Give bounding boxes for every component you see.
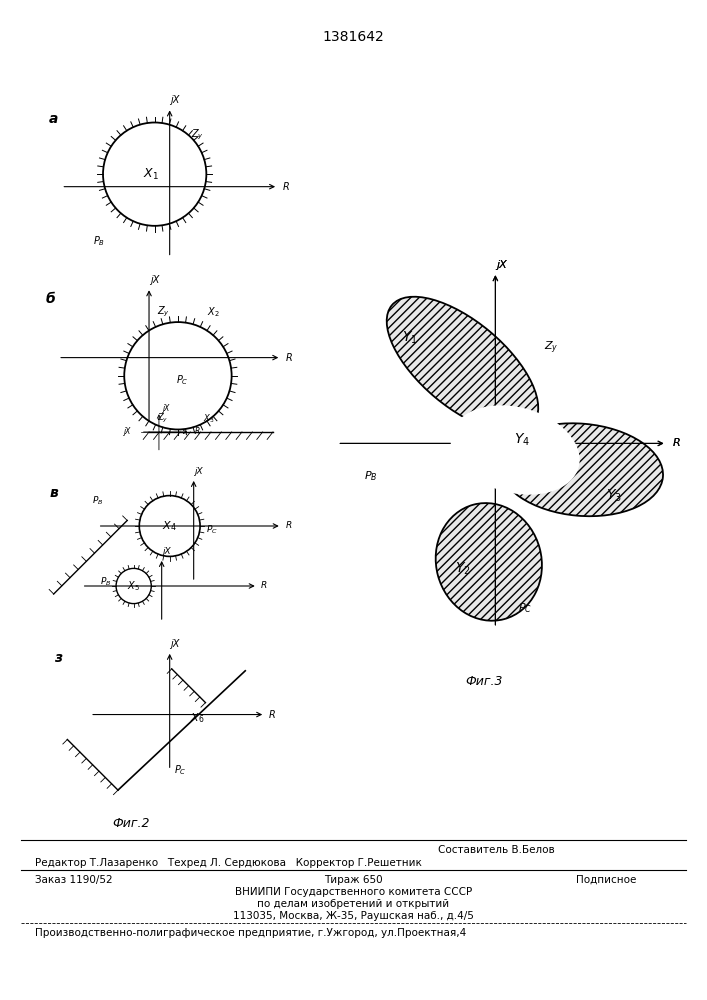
Text: б: б <box>46 292 56 306</box>
Text: $P_C$: $P_C$ <box>174 763 186 777</box>
Text: $P_B$: $P_B$ <box>363 469 377 483</box>
Text: з: з <box>54 651 62 665</box>
Text: jX: jX <box>170 639 180 649</box>
Text: jX: jX <box>496 260 507 270</box>
Text: ВНИИПИ Государственного комитета СССР: ВНИИПИ Государственного комитета СССР <box>235 887 472 897</box>
Text: Заказ 1190/52: Заказ 1190/52 <box>35 875 113 885</box>
Text: 113035, Москва, Ж-35, Раушская наб., д.4/5: 113035, Москва, Ж-35, Раушская наб., д.4… <box>233 911 474 921</box>
Text: jX: jX <box>163 404 170 413</box>
Text: jX: jX <box>150 275 159 285</box>
Text: $X_3$: $X_3$ <box>203 413 214 425</box>
Text: R: R <box>269 710 276 720</box>
Text: $P_C$: $P_C$ <box>518 601 532 615</box>
Text: Подписное: Подписное <box>576 875 636 885</box>
Ellipse shape <box>450 405 580 495</box>
Text: jX: jX <box>194 467 203 476</box>
Text: R: R <box>286 353 293 363</box>
Text: $Z_y$: $Z_y$ <box>157 305 170 319</box>
Text: $P_B$: $P_B$ <box>92 494 103 507</box>
Text: $P_B$: $P_B$ <box>100 576 112 588</box>
Text: R: R <box>194 427 199 436</box>
Text: $Z_y$: $Z_y$ <box>544 340 559 356</box>
Text: R: R <box>286 522 291 530</box>
Text: $Z_y$: $Z_y$ <box>156 412 168 425</box>
Text: jX: jX <box>496 260 507 270</box>
Text: а: а <box>49 112 58 126</box>
Text: $P_C$: $P_C$ <box>176 373 188 387</box>
Text: $X_4$: $X_4$ <box>163 519 177 533</box>
Ellipse shape <box>499 423 663 516</box>
Text: $X_2$: $X_2$ <box>207 305 219 319</box>
Text: $X_6$: $X_6$ <box>190 712 205 725</box>
Text: Производственно-полиграфическое предприятие, г.Ужгород, ул.Проектная,4: Производственно-полиграфическое предприя… <box>35 928 467 938</box>
Text: $Y_2$: $Y_2$ <box>455 560 470 577</box>
Text: $Y_1$: $Y_1$ <box>402 330 418 346</box>
Text: по делам изобретений и открытий: по делам изобретений и открытий <box>257 899 450 909</box>
Text: Составитель В.Белов: Составитель В.Белов <box>438 845 555 855</box>
Text: R: R <box>261 582 267 590</box>
Text: Редактор Т.Лазаренко   Техред Л. Сердюкова   Корректор Г.Решетник: Редактор Т.Лазаренко Техред Л. Сердюкова… <box>35 858 422 868</box>
Text: R: R <box>673 438 681 448</box>
Ellipse shape <box>436 503 542 621</box>
Text: $X_5$: $X_5$ <box>127 579 140 593</box>
Text: Фиг.3: Фиг.3 <box>465 675 503 688</box>
Text: R: R <box>282 182 289 192</box>
Text: $P_B$: $P_B$ <box>93 234 105 248</box>
Text: $P_C$: $P_C$ <box>206 524 218 536</box>
Text: Фиг.2: Фиг.2 <box>112 817 150 830</box>
Text: R: R <box>673 438 681 448</box>
Text: jX: jX <box>163 547 171 556</box>
Text: 1381642: 1381642 <box>322 30 385 44</box>
Text: $X_1$: $X_1$ <box>143 167 158 182</box>
Text: в: в <box>49 486 59 500</box>
Text: Тираж 650: Тираж 650 <box>325 875 382 885</box>
Ellipse shape <box>387 297 538 432</box>
Text: jX: jX <box>124 427 131 436</box>
Text: jX: jX <box>170 95 180 105</box>
Text: $Y_4$: $Y_4$ <box>514 432 530 448</box>
Text: $Y_3$: $Y_3$ <box>606 488 621 504</box>
Text: $Z_y$: $Z_y$ <box>190 128 204 142</box>
